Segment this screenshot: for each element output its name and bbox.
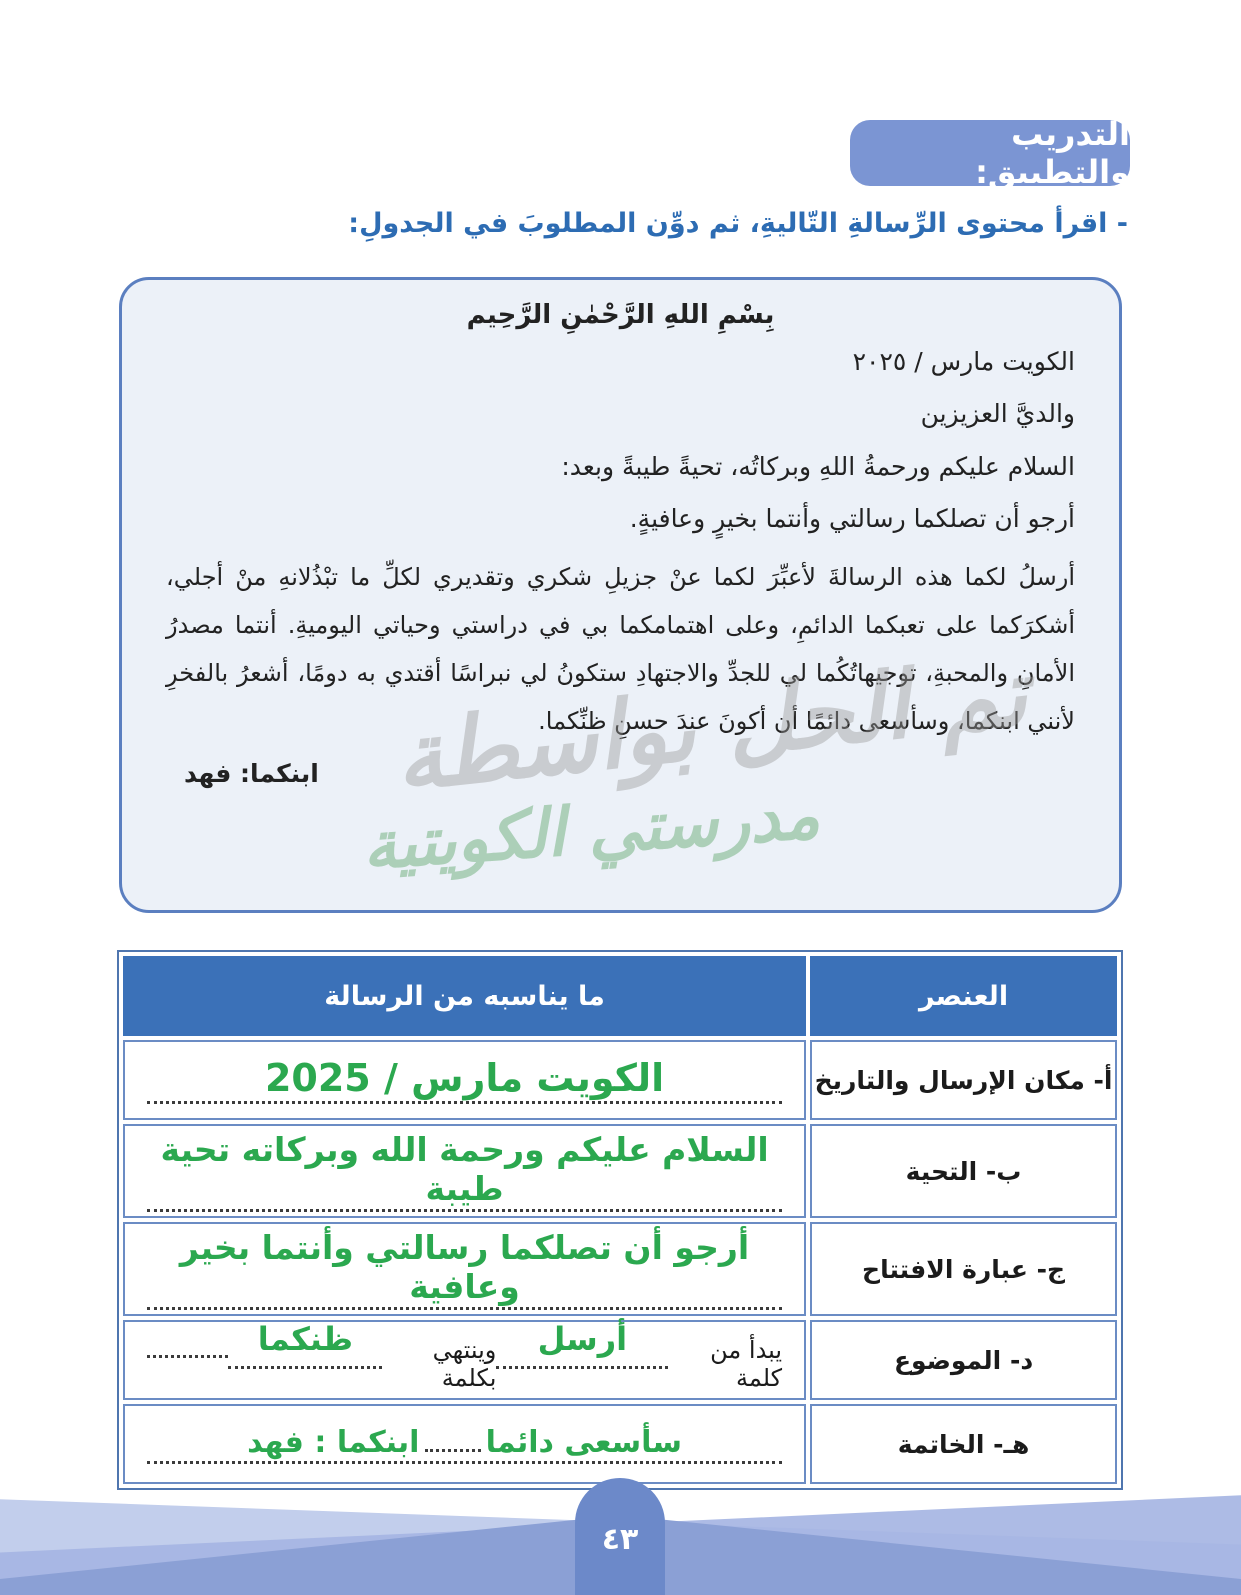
letter-opening: أرجو أن تصلكما رسالتي وأنتما بخيرٍ وعافي… (629, 503, 1075, 533)
handwritten-answer: السلام عليكم ورحمة الله وبركاته تحية طيب… (160, 1130, 769, 1208)
answer-cell[interactable]: يبدأ من كلمة أرسل وينتهي بكلمة ظنكما (123, 1320, 807, 1400)
element-label: هـ- الخاتمة (810, 1404, 1117, 1484)
answer-cell[interactable]: سأسعى دائما ابنكما : فهد (123, 1404, 807, 1484)
element-label: أ- مكان الإرسال والتاريخ (810, 1040, 1117, 1120)
topic-prefix: يبدأ من كلمة (710, 1336, 783, 1392)
answer-dotted-line: ظنكما (228, 1320, 383, 1369)
handwritten-answer: أرجو أن تصلكما رسالتي وأنتما بخير وعافية (179, 1228, 750, 1306)
column-header-element: العنصر (810, 956, 1117, 1036)
section-badge-label: التدريب والتطبيق: (975, 115, 1130, 191)
letter-box: بِسْمِ اللهِ الرَّحْمٰنِ الرَّحِيم الكوي… (119, 277, 1122, 913)
footer-decoration: ٤٣ (0, 1462, 1241, 1595)
handwritten-answer: سأسعى دائما (485, 1424, 682, 1460)
handwritten-answer-end-word: ظنكما (257, 1320, 353, 1358)
exercise-instruction: - اقرأ محتوى الرِّسالةِ التّاليةِ، ثم دو… (348, 208, 1128, 239)
table-row: هـ- الخاتمة سأسعى دائما ابنكما : فهد (123, 1404, 1117, 1484)
answer-cell[interactable]: أرجو أن تصلكما رسالتي وأنتما بخير وعافية (123, 1222, 807, 1316)
table-row: ب- التحية السلام عليكم ورحمة الله وبركات… (123, 1124, 1117, 1218)
column-header-answer: ما يناسبه من الرسالة (123, 956, 807, 1036)
topic-middle: وينتهي بكلمة (432, 1336, 497, 1392)
topic-answer-line: يبدأ من كلمة أرسل وينتهي بكلمة ظنكما (141, 1320, 788, 1392)
answer-dotted-line: السلام عليكم ورحمة الله وبركاته تحية طيب… (147, 1130, 783, 1212)
answer-cell[interactable]: السلام عليكم ورحمة الله وبركاته تحية طيب… (123, 1124, 807, 1218)
letter-basmala: بِسْمِ اللهِ الرَّحْمٰنِ الرَّحِيم (466, 300, 775, 330)
element-label: د- الموضوع (810, 1320, 1117, 1400)
letter-salutation: والديَّ العزيزين (920, 399, 1075, 429)
answer-dotted-line: الكويت مارس / 2025 (147, 1056, 783, 1104)
answer-dotted-line: أرجو أن تصلكما رسالتي وأنتما بخير وعافية (147, 1228, 783, 1310)
answers-table-wrapper: العنصر ما يناسبه من الرسالة أ- مكان الإر… (117, 950, 1123, 1490)
element-label: ب- التحية (810, 1124, 1117, 1218)
element-label: ج- عبارة الافتتاح (810, 1222, 1117, 1316)
letter-body: أرسلُ لكما هذه الرسالةَ لأعبِّرَ لكما عن… (166, 563, 1075, 735)
handwritten-answer: الكويت مارس / 2025 (264, 1056, 665, 1100)
answer-cell[interactable]: الكويت مارس / 2025 (123, 1040, 807, 1120)
page-number: ٤٣ (601, 1522, 639, 1557)
answer-dotted-line (146, 1355, 229, 1358)
section-badge: التدريب والتطبيق: (850, 115, 1130, 191)
handwritten-answer: ابنكما : فهد (247, 1424, 420, 1460)
handwritten-answer-start-word: أرسل (537, 1320, 628, 1358)
table-row: ج- عبارة الافتتاح أرجو أن تصلكما رسالتي … (123, 1222, 1117, 1316)
answers-table: العنصر ما يناسبه من الرسالة أ- مكان الإر… (119, 952, 1121, 1488)
table-header-row: العنصر ما يناسبه من الرسالة (123, 956, 1117, 1036)
letter-signature: ابنكما: فهد (184, 759, 319, 788)
answer-dotted-line: سأسعى دائما ابنكما : فهد (147, 1424, 783, 1464)
table-row: أ- مكان الإرسال والتاريخ الكويت مارس / 2… (123, 1040, 1117, 1120)
table-row: د- الموضوع يبدأ من كلمة أرسل وينتهي بكلم… (123, 1320, 1117, 1400)
answer-dotted-line: أرسل (496, 1320, 669, 1369)
answer-dotted-gap (424, 1448, 481, 1452)
letter-greeting: السلام عليكم ورحمةُ اللهِ وبركاتُه، تحية… (561, 451, 1075, 481)
page-number-dome: ٤٣ (575, 1478, 665, 1595)
letter-date-line: الكويت مارس / ٢٠٢٥ (852, 347, 1075, 376)
